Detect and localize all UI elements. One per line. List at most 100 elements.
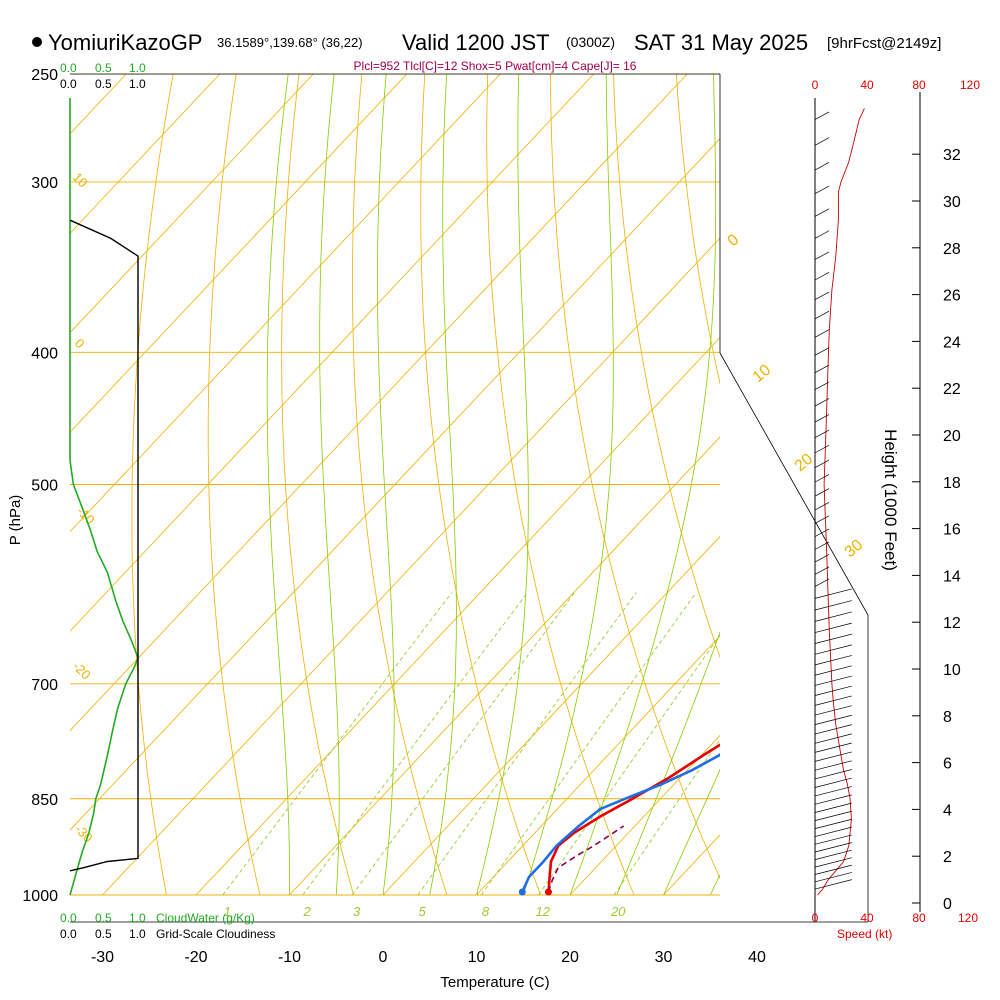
wind-barb: [814, 695, 852, 706]
chart-header: YomiuriKazoGP 36.1589°,139.68° (36,22) V…: [32, 30, 941, 55]
cloudiness-bottom-tick: 0.0: [60, 927, 77, 941]
pressure-tick-label: 250: [31, 67, 58, 84]
mixing-ratio-label: 5: [418, 904, 426, 919]
wind-barb: [814, 644, 852, 655]
temperature-tick-label: -20: [184, 949, 207, 966]
wind-barb: [814, 474, 830, 483]
wind-barb: [814, 742, 852, 753]
speed-scale-bottom: 0 40 80 120 Speed (kt): [812, 911, 979, 941]
height-tick-label: 20: [943, 428, 961, 445]
dry-adiabat-line: [613, 74, 720, 659]
wind-barb: [814, 381, 830, 390]
mixing-ratio-line: [222, 592, 453, 896]
wind-barb: [814, 111, 830, 120]
wind-barb: [814, 705, 852, 716]
wind-barb: [814, 622, 852, 633]
isotherm-line: [851, 74, 1000, 895]
plot-frame: [70, 73, 869, 923]
wind-barb: [814, 665, 852, 676]
mixing-ratio-label: 12: [535, 904, 550, 919]
height-tick-label: 26: [943, 288, 961, 305]
wind-panel-border: [719, 352, 869, 922]
cloudiness-top-tick: 1.0: [129, 77, 146, 91]
isotherm-line: [757, 74, 1000, 895]
dry-adiabat-line: [928, 74, 1000, 895]
dry-adiabat-line: [420, 74, 541, 896]
wind-barb: [814, 826, 852, 837]
wind-barb: [814, 208, 830, 217]
wind-barb: [814, 675, 852, 686]
cloud-water-top-tick: 0.5: [95, 61, 112, 75]
moist-adiabat-line: [429, 74, 457, 896]
profile-series: [518, 743, 720, 896]
wind-barb: [814, 600, 852, 611]
height-tick-label: 4: [943, 802, 952, 819]
speed-top-tick: 40: [860, 78, 874, 92]
dry-adiabat-label: 10: [70, 170, 91, 191]
dry-adiabat-line: [991, 74, 1000, 895]
dry-adiabat-line: [739, 74, 1000, 895]
temperature-tick-label: -10: [278, 949, 301, 966]
wind-barb: [814, 162, 830, 171]
wind-barb: [814, 185, 830, 195]
dry-adiabat-label: -20: [70, 659, 94, 683]
wind-barb: [814, 566, 830, 575]
cloudiness-line: [69, 219, 139, 872]
dry-adiabat-line: [802, 74, 1000, 895]
height-tick-label: 10: [943, 662, 961, 679]
cloud-water-top-tick: 1.0: [129, 61, 146, 75]
mixing-ratio-line: [613, 738, 720, 896]
cloud-scale-bottom: 0.0 0.5 1.0 CloudWater (g/Kg) 0.0 0.5 1.…: [60, 911, 275, 941]
wind-barb: [814, 842, 852, 853]
moist-adiabat-line: [616, 631, 720, 896]
wind-barb: [814, 515, 830, 524]
wind-barb: [814, 786, 852, 797]
valid-date: SAT 31 May 2025: [634, 30, 808, 55]
wind-barb: [814, 864, 852, 875]
height-tick-label: 22: [943, 381, 961, 398]
cloudiness-top-tick: 0.0: [60, 77, 77, 91]
height-tick-label: 32: [943, 147, 961, 164]
cloudiness-bottom-tick: 1.0: [129, 927, 146, 941]
wind-barb: [814, 810, 852, 821]
surface-temperature-dot: [544, 888, 552, 896]
sounding-indices: Plcl=952 Tlcl[C]=12 Shox=5 Pwat[cm]=4 Ca…: [354, 59, 637, 73]
wind-barb: [814, 879, 852, 890]
wind-barb: [814, 751, 852, 762]
wind-barb: [814, 857, 852, 868]
cloud-water-label: CloudWater (g/Kg): [156, 911, 255, 925]
mixing-ratio-label: 1: [224, 904, 231, 919]
dry-adiabat-line: [352, 74, 448, 896]
wind-barb: [814, 588, 852, 599]
height-tick-label: 2: [943, 849, 952, 866]
height-tick-label: 28: [943, 241, 961, 258]
cloud-water-line: [69, 460, 139, 896]
dewpoint-line: [521, 752, 720, 893]
wind-barb: [814, 459, 830, 468]
height-tick-label: 14: [943, 568, 961, 585]
pressure-tick-label: 1000: [22, 888, 58, 905]
wind-barb: [814, 794, 852, 805]
dry-adiabat-line: [281, 74, 354, 896]
valid-time: Valid 1200 JST: [402, 30, 550, 55]
cloudiness-top-tick: 0.5: [95, 77, 112, 91]
temperature-tick-label: 20: [561, 949, 579, 966]
speed-bottom-tick: 0: [812, 911, 819, 925]
wind-barb: [814, 724, 852, 735]
isotherm-line: [382, 535, 720, 896]
utc-time: (0300Z): [566, 34, 615, 50]
wind-barb: [814, 834, 852, 845]
height-tick-label: 16: [943, 522, 961, 539]
moist-adiabat-line: [522, 74, 614, 896]
pressure-tick-label: 700: [31, 677, 58, 694]
height-tick-label: 18: [943, 475, 961, 492]
pressure-tick-label: 850: [31, 792, 58, 809]
temperature-tick-label: 40: [748, 949, 766, 966]
pressure-ticks: 250 300 400 500 700 850 1000: [22, 67, 58, 905]
moist-adiabat-label: 30: [842, 537, 867, 562]
speed-bottom-tick: 40: [860, 911, 874, 925]
height-axis-label: Height (1000 Feet): [881, 429, 900, 571]
wind-barb: [814, 777, 852, 788]
